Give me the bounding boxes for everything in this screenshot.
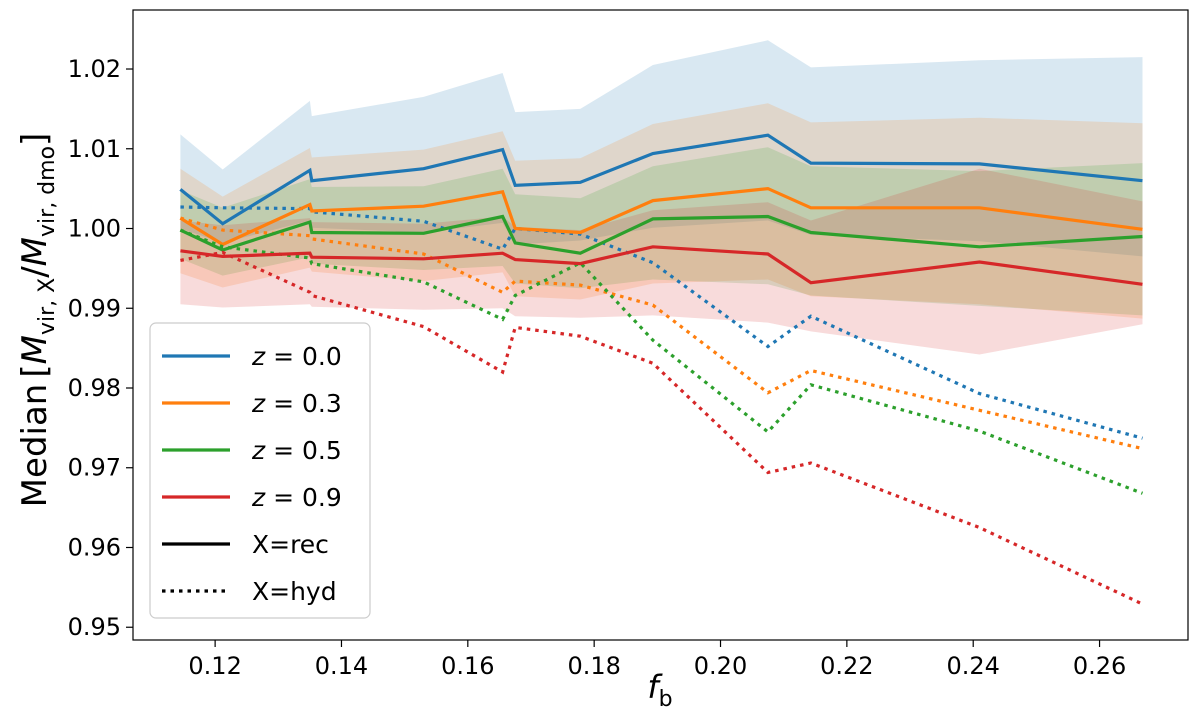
y-label-slash: /: [15, 266, 55, 278]
series-lines: [179, 133, 1144, 606]
x-tick-label: 0.20: [694, 652, 747, 680]
legend-label: X=hyd: [252, 577, 337, 606]
line-rec-z-0-9: [180, 245, 1143, 286]
confidence-bands: [180, 40, 1143, 355]
x-tick-label: 0.26: [1073, 652, 1126, 680]
legend-label: z = 0.5: [251, 436, 342, 465]
y-tick-label: 0.99: [68, 294, 121, 322]
y-label-s2: vir, dmo: [35, 146, 60, 237]
legend-label: z = 0.9: [251, 483, 342, 512]
y-axis-ticks: 0.95 0.96 0.97 0.98 0.99 1.00 1.01 1.02: [68, 55, 133, 641]
y-tick-label: 0.95: [68, 613, 121, 641]
y-tick-label: 0.98: [68, 374, 121, 402]
band-z-0-9: [180, 168, 1143, 355]
y-axis-label: Median[Mvir, X/Mvir, dmo]: [15, 133, 60, 508]
y-tick-label: 1.01: [68, 135, 121, 163]
line-rec-z-0-0: [179, 133, 1143, 226]
y-tick-label: 0.96: [68, 533, 121, 561]
band-z-0-5: [180, 147, 1143, 316]
x-tick-label: 0.16: [441, 652, 494, 680]
x-tick-label: 0.14: [315, 652, 368, 680]
band-z-0-0: [180, 40, 1143, 257]
y-label-s1: vir, X: [35, 278, 60, 335]
x-axis-label: fb: [647, 668, 672, 710]
x-tick-label: 0.22: [820, 652, 873, 680]
y-label-m2: M: [15, 237, 55, 266]
legend-label: z = 0.0: [251, 342, 342, 371]
y-label-m1: M: [15, 335, 55, 364]
line-rec-z-0-3: [179, 186, 1143, 247]
line-hyd-z-0-9: [180, 250, 1144, 606]
x-axis-label-sub: b: [659, 687, 673, 710]
y-tick-label: 0.97: [68, 454, 121, 482]
x-tick-label: 0.18: [567, 652, 620, 680]
legend-label: X=rec: [252, 530, 329, 559]
x-axis-ticks: 0.12 0.14 0.16 0.18 0.20 0.22 0.24 0.26: [188, 640, 1126, 680]
plot-frame: [132, 9, 1189, 641]
legend-label: z = 0.3: [251, 389, 342, 418]
line-hyd-z-0-5: [179, 228, 1144, 495]
y-label-prefix: Median: [15, 384, 55, 508]
legend: z = 0.0 z = 0.3 z = 0.5 z = 0.9 X=rec X=hyd: [149, 322, 371, 619]
x-tick-label: 0.24: [946, 652, 999, 680]
y-tick-label: 1.02: [68, 55, 121, 83]
y-tick-label: 1.00: [68, 215, 121, 243]
x-tick-label: 0.12: [188, 652, 241, 680]
band-z-0-3: [180, 103, 1143, 319]
line-rec-z-0-5: [179, 214, 1143, 255]
